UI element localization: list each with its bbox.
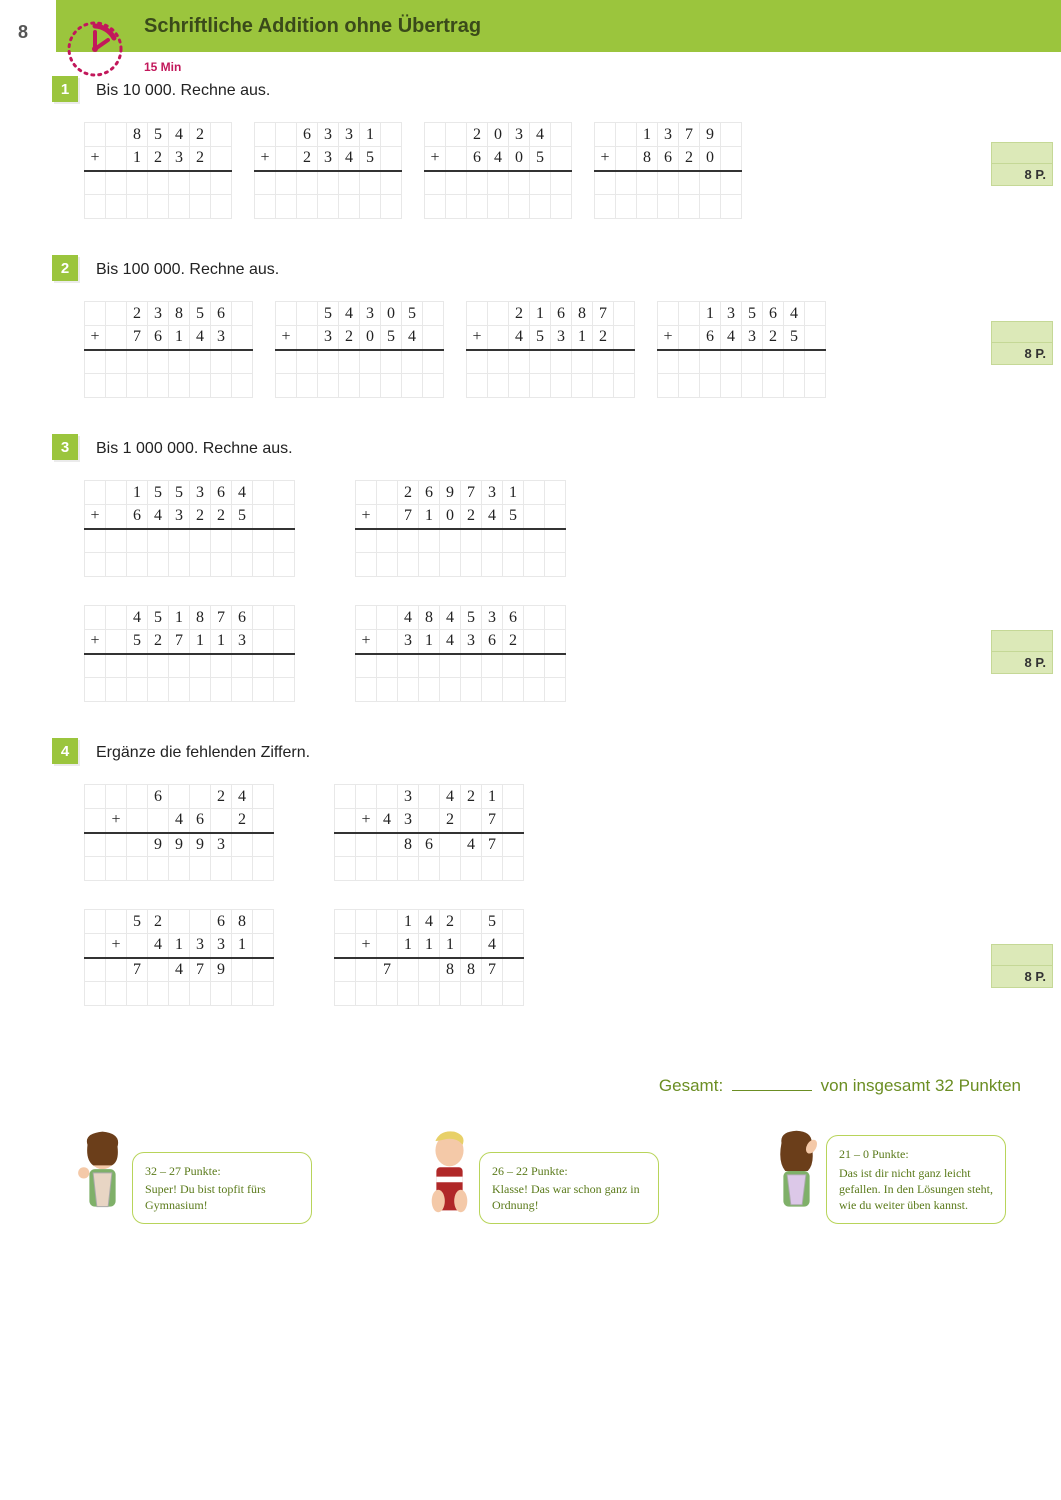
instruction: Ergänze die fehlenden Ziffern. <box>96 744 1021 762</box>
feedback-bubble: 26 – 22 Punkte:Klasse! Das war schon gan… <box>479 1152 659 1225</box>
problem: 269731+710245 <box>355 480 566 577</box>
page-title: Schriftliche Addition ohne Übertrag <box>144 15 481 38</box>
problem: 54305+32054 <box>275 301 444 398</box>
total-input[interactable] <box>732 1090 812 1091</box>
feedback-item: 21 – 0 Punkte:Das ist dir nicht ganz lei… <box>759 1126 1006 1234</box>
feedback-item: 32 – 27 Punkte:Super! Du bist topfit für… <box>65 1126 312 1234</box>
avatar-icon <box>412 1126 487 1234</box>
exercise-3: 3Bis 1 000 000. Rechne aus.155364+643225… <box>60 440 1021 702</box>
feedback-bubble: 21 – 0 Punkte:Das ist dir nicht ganz lei… <box>826 1135 1006 1224</box>
problem: 8542+1232 <box>84 122 232 219</box>
problem: 1379+8620 <box>594 122 742 219</box>
avatar-icon <box>759 1126 834 1234</box>
instruction: Bis 100 000. Rechne aus. <box>96 261 1021 279</box>
page-number: 8 <box>18 22 28 43</box>
points-box: 8 P. <box>991 944 1053 988</box>
problem: 624+4629993 <box>84 784 274 881</box>
problem: 21687+45312 <box>466 301 635 398</box>
problem: 2034+6405 <box>424 122 572 219</box>
exercise-1: 1Bis 10 000. Rechne aus.8542+12326331+23… <box>60 82 1021 219</box>
instruction: Bis 1 000 000. Rechne aus. <box>96 440 1021 458</box>
problem: 451876+527113 <box>84 605 295 702</box>
clock-icon <box>64 18 126 85</box>
problem: 1425+11147887 <box>334 909 524 1006</box>
total-points: Gesamt: von insgesamt 32 Punkten <box>0 1076 1061 1096</box>
problem: 484536+314362 <box>355 605 566 702</box>
problem: 155364+643225 <box>84 480 295 577</box>
exercise-number: 2 <box>52 255 78 281</box>
problem: 3421+43278647 <box>334 784 524 881</box>
exercise-number: 4 <box>52 738 78 764</box>
problem: 6331+2345 <box>254 122 402 219</box>
time-label: 15 Min <box>144 60 181 74</box>
points-input[interactable] <box>991 944 1053 966</box>
points-input[interactable] <box>991 142 1053 164</box>
points-box: 8 P. <box>991 321 1053 365</box>
problem: 13564+64325 <box>657 301 826 398</box>
avatar-icon <box>65 1126 140 1234</box>
points-input[interactable] <box>991 630 1053 652</box>
exercise-2: 2Bis 100 000. Rechne aus.23856+761435430… <box>60 261 1021 398</box>
problem: 23856+76143 <box>84 301 253 398</box>
feedback-bubble: 32 – 27 Punkte:Super! Du bist topfit für… <box>132 1152 312 1225</box>
points-input[interactable] <box>991 321 1053 343</box>
exercise-number: 3 <box>52 434 78 460</box>
header: Schriftliche Addition ohne Übertrag <box>56 0 1061 52</box>
problem: 5268+413317479 <box>84 909 274 1006</box>
instruction: Bis 10 000. Rechne aus. <box>96 82 1021 100</box>
feedback-item: 26 – 22 Punkte:Klasse! Das war schon gan… <box>412 1126 659 1234</box>
points-box: 8 P. <box>991 142 1053 186</box>
exercise-4: 4Ergänze die fehlenden Ziffern.624+46299… <box>60 744 1021 1006</box>
points-box: 8 P. <box>991 630 1053 674</box>
